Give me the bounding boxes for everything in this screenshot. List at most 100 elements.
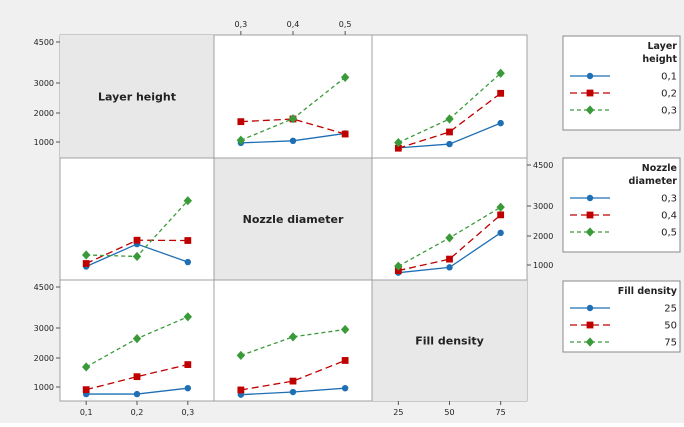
data-point xyxy=(184,361,192,368)
legend-label: 0,1 xyxy=(661,72,677,83)
data-point xyxy=(236,350,246,361)
legend-box xyxy=(562,35,681,131)
x-tick-label: 0,5 xyxy=(339,20,352,29)
data-point xyxy=(341,130,349,138)
legend-marker xyxy=(586,89,594,97)
data-point xyxy=(133,236,141,244)
diagonal-cell xyxy=(60,35,214,158)
legend-marker xyxy=(586,72,594,80)
legend-title: Nozzle xyxy=(642,163,677,174)
x-tick-label: 0,1 xyxy=(80,408,93,417)
legend-label: 0,2 xyxy=(661,89,677,100)
data-point xyxy=(288,114,298,124)
legend-title: Layer xyxy=(648,41,678,52)
diagonal-cell xyxy=(214,158,372,280)
data-point xyxy=(496,202,505,212)
data-point xyxy=(183,312,193,322)
data-point xyxy=(497,229,504,237)
data-point xyxy=(394,137,403,148)
data-point xyxy=(446,128,453,136)
legend-label: 75 xyxy=(664,338,677,349)
data-point xyxy=(497,119,504,127)
data-point xyxy=(445,233,454,243)
x-tick-label: 0,4 xyxy=(287,20,300,29)
series-line xyxy=(240,359,346,391)
data-point xyxy=(81,250,91,260)
series-line xyxy=(240,118,346,135)
legend-label: 0,3 xyxy=(661,194,677,205)
x-tick-label: 50 xyxy=(444,408,454,417)
y-tick-label: 2000 xyxy=(533,232,553,241)
legend-marker xyxy=(586,321,594,329)
y-tick-label: 4500 xyxy=(34,283,54,292)
data-point xyxy=(132,334,142,344)
data-point xyxy=(288,332,298,342)
legend-label: 0,4 xyxy=(661,211,677,222)
data-point xyxy=(81,362,91,372)
legend-marker xyxy=(586,194,594,202)
data-point xyxy=(184,258,192,266)
legend-title: height xyxy=(642,54,677,65)
data-point xyxy=(183,196,193,206)
factor-label: Layer height xyxy=(98,91,176,104)
legend-box xyxy=(562,280,681,353)
data-point xyxy=(289,377,297,385)
data-point xyxy=(237,118,245,126)
data-point xyxy=(340,324,350,335)
x-tick-label: 75 xyxy=(496,408,506,417)
x-tick-label: 0,3 xyxy=(234,20,247,29)
y-tick-label: 3000 xyxy=(34,324,54,333)
data-point xyxy=(82,260,90,267)
y-tick-label: 1000 xyxy=(533,261,553,270)
data-point xyxy=(133,373,141,381)
data-point xyxy=(133,390,141,398)
data-point xyxy=(496,68,505,78)
legend-marker xyxy=(586,304,594,312)
data-point xyxy=(446,255,453,263)
y-tick-label: 4500 xyxy=(34,38,54,47)
factor-label: Fill density xyxy=(415,335,484,348)
data-point xyxy=(446,264,453,271)
diagonal-cell xyxy=(372,280,527,401)
legend-label: 0,5 xyxy=(661,228,677,239)
series-line xyxy=(86,363,188,391)
y-tick-label: 1000 xyxy=(34,138,54,147)
legend-marker xyxy=(585,337,595,347)
data-point xyxy=(394,261,403,271)
y-tick-label: 3000 xyxy=(533,202,553,211)
data-point xyxy=(237,386,245,394)
data-point xyxy=(394,144,402,152)
factor-label: Nozzle diameter xyxy=(243,213,344,226)
data-point xyxy=(497,89,505,97)
data-point xyxy=(184,384,192,392)
data-point xyxy=(82,386,90,394)
legend-title: Fill density xyxy=(618,286,678,297)
y-tick-label: 2000 xyxy=(34,354,54,363)
y-tick-label: 1000 xyxy=(34,383,54,392)
data-point xyxy=(289,388,297,396)
legend-marker xyxy=(585,105,595,115)
legend-marker xyxy=(586,211,594,219)
data-point xyxy=(446,140,453,148)
legend-box xyxy=(562,157,681,253)
data-point xyxy=(184,237,192,244)
y-tick-label: 3000 xyxy=(34,79,54,88)
legend-title: diameter xyxy=(629,176,678,187)
legend-label: 50 xyxy=(664,321,677,332)
data-point xyxy=(340,72,350,82)
data-point xyxy=(445,114,454,124)
series-line xyxy=(398,92,502,149)
legend-label: 0,3 xyxy=(661,106,677,117)
y-tick-label: 4500 xyxy=(533,161,553,170)
x-tick-label: 0,3 xyxy=(181,408,194,417)
series-line xyxy=(398,214,502,272)
x-tick-label: 25 xyxy=(393,408,403,417)
y-tick-label: 2000 xyxy=(34,109,54,118)
legend-label: 25 xyxy=(664,304,677,315)
data-point xyxy=(341,357,349,364)
x-tick-label: 0,2 xyxy=(131,408,144,417)
legend-marker xyxy=(585,227,595,237)
data-point xyxy=(289,137,297,145)
